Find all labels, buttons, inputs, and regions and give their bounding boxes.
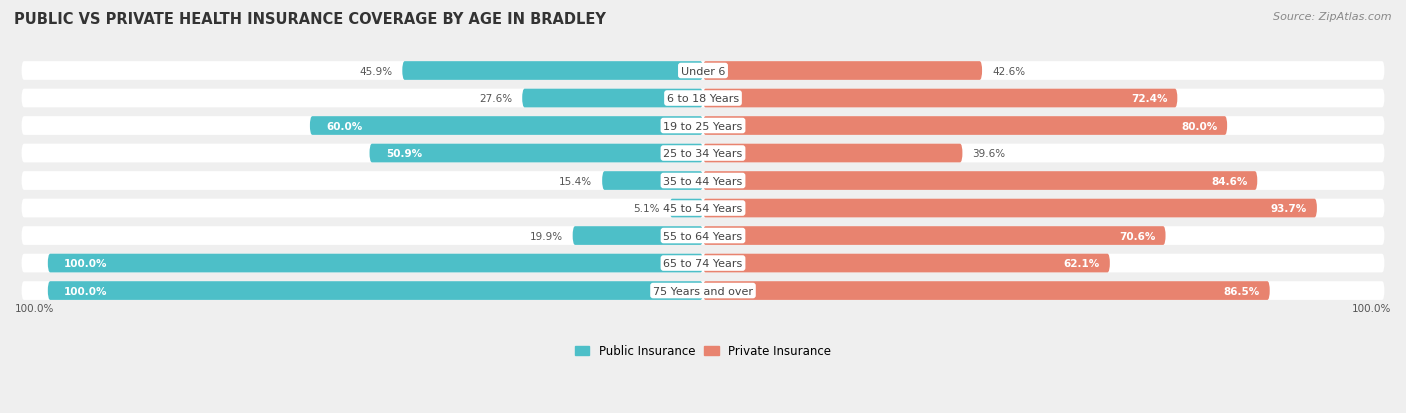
Text: 35 to 44 Years: 35 to 44 Years [664, 176, 742, 186]
FancyBboxPatch shape [21, 282, 1385, 300]
FancyBboxPatch shape [309, 117, 703, 135]
Text: 100.0%: 100.0% [65, 286, 108, 296]
Text: 15.4%: 15.4% [560, 176, 592, 186]
Text: 62.1%: 62.1% [1064, 259, 1099, 268]
Text: 27.6%: 27.6% [479, 94, 512, 104]
FancyBboxPatch shape [703, 117, 1227, 135]
Legend: Public Insurance, Private Insurance: Public Insurance, Private Insurance [571, 340, 835, 362]
FancyBboxPatch shape [703, 254, 1109, 273]
Text: 65 to 74 Years: 65 to 74 Years [664, 259, 742, 268]
FancyBboxPatch shape [370, 144, 703, 163]
Text: 72.4%: 72.4% [1130, 94, 1167, 104]
Text: 50.9%: 50.9% [385, 149, 422, 159]
Text: 19 to 25 Years: 19 to 25 Years [664, 121, 742, 131]
FancyBboxPatch shape [21, 144, 1385, 163]
Text: 86.5%: 86.5% [1223, 286, 1260, 296]
FancyBboxPatch shape [703, 227, 1166, 245]
FancyBboxPatch shape [669, 199, 703, 218]
Text: 45.9%: 45.9% [360, 66, 392, 76]
Text: 80.0%: 80.0% [1181, 121, 1218, 131]
FancyBboxPatch shape [522, 90, 703, 108]
FancyBboxPatch shape [602, 172, 703, 190]
Text: 100.0%: 100.0% [15, 304, 55, 313]
Text: 19.9%: 19.9% [530, 231, 562, 241]
FancyBboxPatch shape [21, 227, 1385, 245]
FancyBboxPatch shape [703, 90, 1177, 108]
FancyBboxPatch shape [21, 117, 1385, 135]
Text: 70.6%: 70.6% [1119, 231, 1156, 241]
Text: 93.7%: 93.7% [1271, 204, 1308, 214]
Text: Under 6: Under 6 [681, 66, 725, 76]
FancyBboxPatch shape [21, 199, 1385, 218]
Text: 42.6%: 42.6% [993, 66, 1025, 76]
Text: 75 Years and over: 75 Years and over [652, 286, 754, 296]
Text: 45 to 54 Years: 45 to 54 Years [664, 204, 742, 214]
FancyBboxPatch shape [703, 62, 983, 81]
FancyBboxPatch shape [572, 227, 703, 245]
FancyBboxPatch shape [48, 254, 703, 273]
Text: 55 to 64 Years: 55 to 64 Years [664, 231, 742, 241]
Text: 100.0%: 100.0% [1351, 304, 1391, 313]
Text: 6 to 18 Years: 6 to 18 Years [666, 94, 740, 104]
FancyBboxPatch shape [21, 254, 1385, 273]
Text: 100.0%: 100.0% [65, 259, 108, 268]
Text: 84.6%: 84.6% [1211, 176, 1247, 186]
FancyBboxPatch shape [703, 172, 1257, 190]
FancyBboxPatch shape [21, 172, 1385, 190]
Text: Source: ZipAtlas.com: Source: ZipAtlas.com [1274, 12, 1392, 22]
Text: 39.6%: 39.6% [973, 149, 1005, 159]
Text: 60.0%: 60.0% [326, 121, 363, 131]
Text: 25 to 34 Years: 25 to 34 Years [664, 149, 742, 159]
FancyBboxPatch shape [703, 199, 1317, 218]
FancyBboxPatch shape [402, 62, 703, 81]
FancyBboxPatch shape [48, 282, 703, 300]
FancyBboxPatch shape [703, 282, 1270, 300]
Text: 5.1%: 5.1% [633, 204, 659, 214]
FancyBboxPatch shape [21, 90, 1385, 108]
FancyBboxPatch shape [703, 144, 963, 163]
Text: PUBLIC VS PRIVATE HEALTH INSURANCE COVERAGE BY AGE IN BRADLEY: PUBLIC VS PRIVATE HEALTH INSURANCE COVER… [14, 12, 606, 27]
FancyBboxPatch shape [21, 62, 1385, 81]
